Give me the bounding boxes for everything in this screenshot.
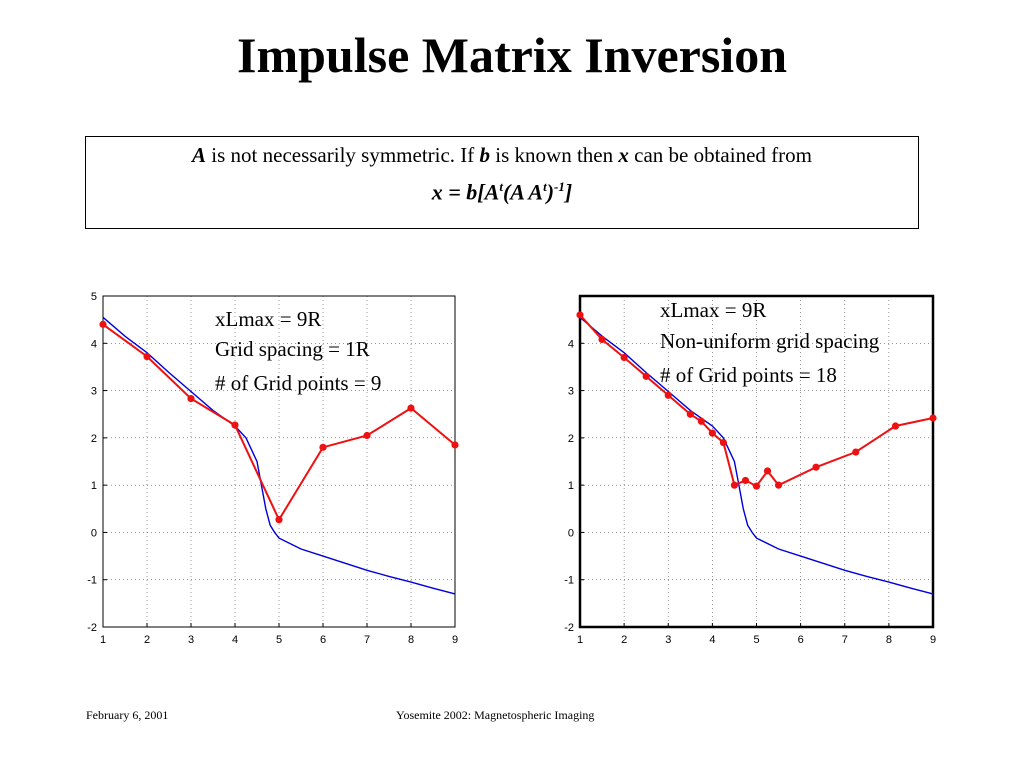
x-tick-label: 9 [452, 634, 458, 646]
data-point [143, 352, 151, 361]
x-tick-label: 5 [276, 634, 282, 646]
x-tick-label: 4 [709, 634, 715, 646]
data-point [763, 467, 772, 475]
data-point [774, 481, 783, 489]
x-tick-label: 6 [798, 634, 804, 646]
y-tick-label: -2 [564, 622, 574, 634]
formula-end: ] [564, 179, 573, 205]
y-tick-label: 4 [91, 338, 97, 350]
data-point [99, 320, 107, 328]
data-point [275, 516, 283, 524]
x-tick-label: 7 [364, 634, 370, 646]
data-point [697, 417, 705, 425]
y-tick-label: 0 [91, 527, 97, 539]
formula-lhs: x = b[A [431, 179, 500, 205]
y-tick-label: 5 [91, 291, 97, 303]
data-point [407, 404, 415, 412]
data-point [664, 391, 672, 399]
formula-close: ) [546, 179, 555, 205]
data-point [686, 410, 694, 418]
y-tick-label: 3 [91, 386, 97, 398]
symbol-a: A [192, 143, 207, 167]
data-point [319, 443, 327, 451]
data-point [852, 448, 860, 456]
data-point [891, 422, 900, 430]
data-point [752, 482, 761, 490]
footer-title: Yosemite 2002: Magnetospheric Imaging [396, 708, 595, 722]
x-tick-label: 2 [144, 634, 150, 646]
symbol-x: x [618, 143, 629, 167]
y-tick-label: 0 [568, 527, 574, 539]
y-tick-label: 1 [568, 480, 574, 492]
description-text-1: is not necessarily symmetric. If [206, 143, 480, 167]
footer-date: February 6, 2001 [86, 708, 169, 722]
inversion-line [579, 314, 934, 488]
data-point [363, 431, 371, 440]
formula: x = b[At(A At)-1] [86, 179, 918, 205]
chart-1: 1 2 3 4 5 6 7 8 9 5 4 3 2 1 0 -1 -2 xLmax = 9R Grid spacin… [87, 291, 459, 646]
annotation-text: xLmax = 9R [660, 298, 766, 322]
x-tick-label: 1 [100, 634, 106, 646]
data-point [187, 395, 195, 403]
y-tick-label: -1 [564, 575, 574, 587]
data-point [231, 421, 239, 429]
formula-mid: (A A [502, 179, 544, 205]
chart-2: 1 2 3 4 5 6 7 8 9 4 3 2 1 0 -1 -2 xLmax = 9R Non-uniform … [564, 294, 937, 646]
x-tick-label: 4 [232, 634, 238, 646]
model-curve [102, 316, 456, 595]
data-point [741, 476, 750, 485]
data-point [708, 429, 716, 437]
model-curve [579, 316, 934, 595]
description-line: A is not necessarily symmetric. If b is … [86, 143, 918, 168]
annotation-text: xLmax = 9R [215, 307, 321, 331]
symbol-b: b [479, 143, 491, 167]
data-point [929, 414, 937, 422]
y-tick-label: 2 [568, 433, 574, 445]
annotation-text: Non-uniform grid spacing [660, 329, 880, 353]
data-point [576, 311, 584, 319]
annotation-text: # of Grid points = 18 [660, 363, 837, 387]
data-point [719, 438, 728, 447]
formula-inverse: -1 [554, 179, 565, 194]
y-tick-label: 4 [568, 338, 574, 350]
page-title: Impulse Matrix Inversion [237, 27, 787, 83]
x-tick-label: 5 [753, 634, 759, 646]
annotation-text: # of Grid points = 9 [215, 371, 381, 395]
x-tick-label: 7 [842, 634, 848, 646]
y-tick-label: -2 [87, 622, 97, 634]
data-point [620, 353, 628, 362]
x-tick-label: 3 [188, 634, 194, 646]
y-tick-label: 3 [568, 386, 574, 398]
x-tick-label: 1 [577, 634, 583, 646]
description-text-3: can be obtained from [628, 143, 812, 167]
x-tick-label: 9 [930, 634, 936, 646]
x-tick-label: 6 [320, 634, 326, 646]
data-point [598, 335, 606, 344]
data-point [642, 372, 650, 380]
equation-box: A is not necessarily symmetric. If b is … [85, 136, 919, 229]
y-tick-label: -1 [87, 575, 97, 587]
data-point [451, 441, 459, 449]
data-point [730, 481, 739, 489]
annotation-text: Grid spacing = 1R [215, 337, 370, 361]
x-tick-label: 8 [886, 634, 892, 646]
y-tick-label: 2 [91, 433, 97, 445]
x-tick-label: 3 [665, 634, 671, 646]
data-point [812, 463, 820, 471]
x-tick-label: 2 [621, 634, 627, 646]
description-text-2: is known then [490, 143, 619, 167]
x-tick-label: 8 [408, 634, 414, 646]
formula-transpose-1: t [499, 179, 503, 194]
y-tick-label: 1 [91, 480, 97, 492]
formula-transpose-2: t [543, 179, 547, 194]
